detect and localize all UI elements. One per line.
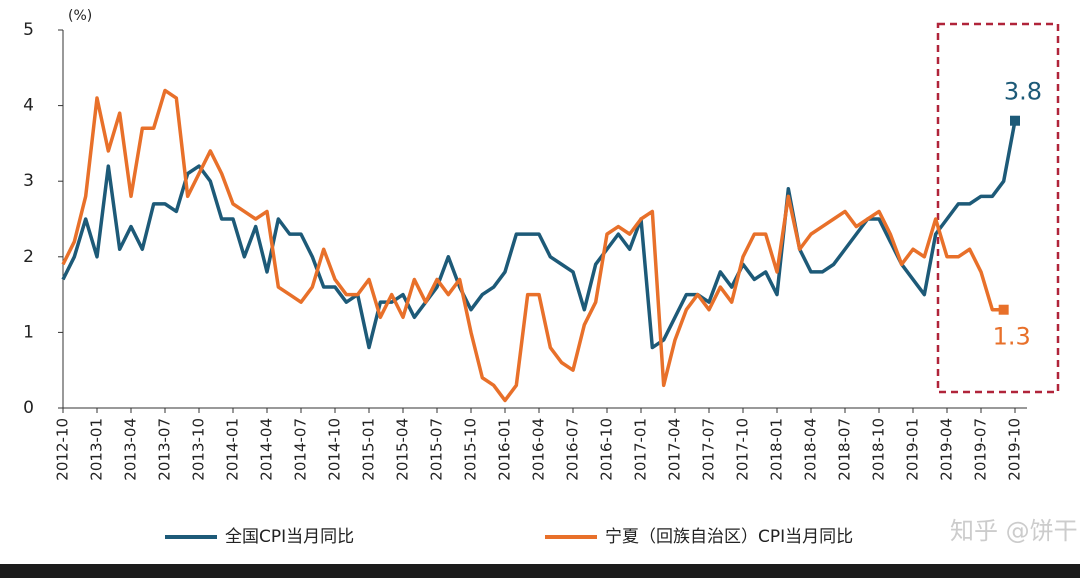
x-tick-label: 2012-10 [54, 418, 72, 481]
end-marker [1010, 115, 1020, 126]
x-tick-label: 2013-04 [122, 418, 140, 481]
x-tick-label: 2018-10 [870, 418, 888, 481]
x-tick-label: 2017-01 [632, 418, 650, 481]
highlight-box [936, 22, 1060, 394]
end-label: 1.3 [993, 323, 1031, 351]
x-tick-label: 2015-04 [394, 418, 412, 481]
y-tick-label: 1 [23, 322, 34, 342]
x-tick-label: 2013-01 [88, 418, 106, 481]
y-unit: (%) [68, 8, 92, 24]
end-label: 3.8 [1004, 78, 1042, 106]
x-tick-label: 2013-10 [190, 418, 208, 481]
x-tick-label: 2015-01 [360, 418, 378, 481]
legend-label: 全国CPI当月同比 [225, 527, 354, 547]
x-tick-label: 2015-10 [462, 418, 480, 481]
x-tick-label: 2019-10 [1006, 418, 1024, 481]
legend-label: 宁夏（回族自治区）CPI当月同比 [605, 527, 853, 547]
x-tick-label: 2019-04 [938, 418, 956, 481]
x-tick-label: 2015-07 [428, 418, 446, 481]
x-tick-label: 2016-04 [530, 418, 548, 481]
x-tick-label: 2014-01 [224, 418, 242, 481]
end-marker [998, 304, 1009, 315]
x-tick-label: 2018-04 [802, 418, 820, 481]
y-tick-label: 0 [23, 398, 34, 418]
x-tick-label: 2017-04 [666, 418, 684, 481]
y-tick-label: 5 [23, 20, 34, 40]
x-tick-label: 2014-10 [326, 418, 344, 481]
y-tick-label: 2 [23, 247, 34, 267]
bottom-strip [0, 564, 1080, 578]
watermark: 知乎 @饼干 [950, 517, 1078, 545]
x-tick-label: 2014-07 [292, 418, 310, 481]
x-tick-label: 2018-07 [836, 418, 854, 481]
x-tick-label: 2016-07 [564, 418, 582, 481]
x-tick-label: 2017-07 [700, 418, 718, 481]
x-tick-label: 2018-01 [768, 418, 786, 481]
series-line [61, 120, 1017, 350]
x-tick-label: 2016-01 [496, 418, 514, 481]
x-tick-label: 2014-04 [258, 418, 276, 481]
x-tick-label: 2013-07 [156, 418, 174, 481]
y-tick-label: 3 [23, 171, 34, 191]
y-tick-label: 4 [23, 96, 34, 116]
series-line [61, 88, 1004, 403]
x-tick-label: 2016-10 [598, 418, 616, 481]
x-tick-label: 2017-10 [734, 418, 752, 481]
x-tick-label: 2019-01 [904, 418, 922, 481]
x-tick-label: 2019-07 [972, 418, 990, 481]
